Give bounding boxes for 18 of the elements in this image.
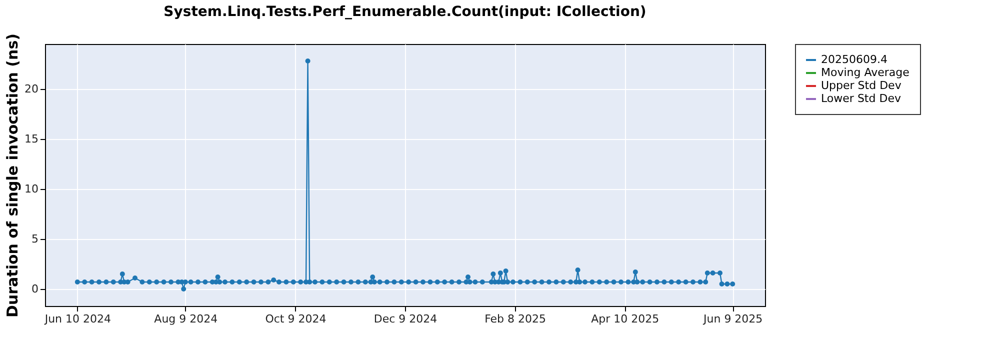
x-tick-label: Jun 10 2024 bbox=[44, 312, 111, 326]
x-tick-label: Dec 9 2024 bbox=[374, 312, 438, 326]
x-tick-label: Apr 10 2025 bbox=[591, 312, 660, 326]
y-tick-label: 20 bbox=[24, 82, 38, 96]
x-tick-label: Aug 9 2024 bbox=[154, 312, 218, 326]
legend-label: Upper Std Dev bbox=[821, 79, 902, 92]
y-tick-label: 15 bbox=[24, 132, 38, 146]
chart-title: System.Linq.Tests.Perf_Enumerable.Count(input: ICollection) bbox=[164, 4, 646, 20]
y-tick-label: 10 bbox=[24, 182, 38, 196]
x-tick-label: Oct 9 2024 bbox=[265, 312, 326, 326]
y-tick-label: 5 bbox=[32, 232, 38, 246]
y-axis-title: Duration of single invocation (ns) bbox=[4, 34, 22, 318]
legend-label: Moving Average bbox=[821, 66, 910, 79]
y-tick-label: 0 bbox=[32, 282, 38, 296]
legend-label: 20250609.4 bbox=[821, 53, 888, 66]
legend-label: Lower Std Dev bbox=[821, 92, 902, 105]
x-tick-label: Jun 9 2025 bbox=[702, 312, 763, 326]
x-tick-label: Feb 8 2025 bbox=[484, 312, 546, 326]
